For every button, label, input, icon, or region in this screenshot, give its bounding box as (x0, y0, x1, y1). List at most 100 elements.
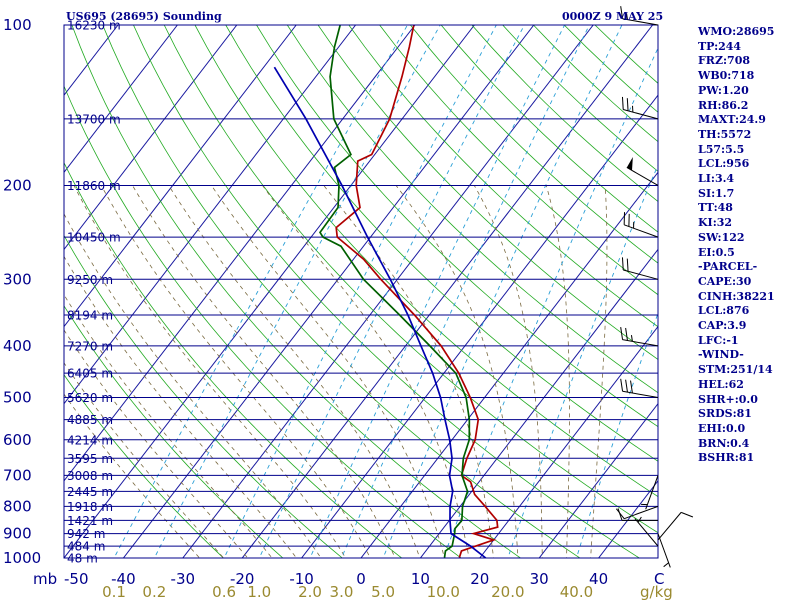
wind-barb-flag (621, 96, 624, 110)
index-item: SI:1.7 (698, 186, 735, 200)
mixing-ratio-tick-label: 0.6 (212, 583, 236, 600)
moist-adiabat-line (64, 255, 297, 558)
temperature-tick-label: -30 (171, 570, 196, 588)
temperature-tick-label: 20 (470, 570, 489, 588)
index-item: TH:5572 (698, 127, 752, 141)
wind-barb (620, 6, 659, 26)
wind-barb-staff (624, 224, 659, 238)
isotherm-line (122, 25, 535, 558)
wind-barb-flag (680, 511, 694, 518)
mixing-ratio-line (442, 47, 658, 558)
mixing-ratio-tick-label: 10.0 (427, 583, 460, 600)
index-item: SRDS:81 (698, 407, 752, 421)
mixing-ratio-line (153, 25, 441, 558)
mixing-ratio-tick-label: 1.0 (247, 583, 271, 600)
mixing-ratio-line (382, 25, 623, 558)
index-item: LCL:956 (698, 157, 750, 171)
isotherm-line (0, 25, 59, 569)
height-level-label: 16230 m (67, 19, 121, 33)
wind-barb-flag (617, 508, 623, 521)
index-item: WB0:718 (698, 69, 755, 83)
sounding-time: 0000Z 9 MAY 25 (562, 10, 664, 23)
pressure-tick-label: 600 (3, 431, 32, 449)
temperature-tick-label: 0 (356, 570, 366, 588)
dry-adiabat-line (256, 25, 658, 428)
mixing-ratio-line (340, 25, 590, 558)
wind-barb (623, 212, 659, 238)
height-level-label: 48 m (67, 552, 98, 566)
wind-barb (657, 511, 694, 541)
height-level-label: 9250 m (67, 273, 113, 287)
isotherm-line (419, 248, 658, 558)
dry-adiabat-line (64, 161, 403, 558)
wind-barb-staff (657, 533, 671, 568)
dry-adiabat-line (133, 25, 641, 558)
height-level-label: 4214 m (67, 433, 113, 447)
sounding-trace-1 (335, 25, 499, 558)
dry-adiabat-line (317, 25, 658, 360)
wind-barb-pennant (626, 157, 633, 171)
moist-adiabat-line (323, 185, 494, 558)
height-level-label: 2445 m (67, 485, 113, 499)
wind-barbs (615, 6, 694, 568)
index-item: HEL:62 (698, 377, 744, 391)
mixing-ratio-line (576, 312, 658, 558)
index-item: TT:48 (698, 201, 733, 215)
temperature-tick-label: -20 (230, 570, 255, 588)
pressure-unit-label: mb (33, 570, 57, 588)
height-level-label: 3008 m (67, 469, 113, 483)
mixing-ratio-tick-label: 3.0 (330, 583, 354, 600)
wind-barb-staff (622, 339, 659, 347)
wind-barb (634, 516, 659, 547)
index-item: STM:251/14 (698, 363, 773, 377)
stability-indices-panel: WMO:28695 TP:244 FRZ:708 WB0:718 PW:1.20 RH:8… (698, 25, 775, 466)
temperature-tick-label: 30 (530, 570, 549, 588)
pressure-tick-label: 900 (3, 525, 32, 543)
moist-adiabat-line (132, 185, 396, 558)
pressure-tick-label: 800 (3, 497, 32, 515)
height-level-label: 6405 m (67, 367, 113, 381)
mixing-ratio-tick-label: 40.0 (560, 583, 593, 600)
wind-barb-staff (624, 505, 659, 520)
height-level-label: 11860 m (67, 179, 121, 193)
height-level-label: 13700 m (67, 112, 121, 126)
moist-adiabat-line (590, 185, 608, 558)
temperature-tick-label: -10 (289, 570, 314, 588)
mixing-ratio-line (258, 25, 525, 558)
dry-adiabat-line (64, 85, 462, 558)
background-lines (0, 25, 658, 569)
dry-adiabat-line (64, 374, 225, 558)
index-item: CAPE:30 (698, 274, 752, 288)
wind-barb-flag (630, 380, 633, 394)
moist-adiabat-line (545, 185, 570, 558)
isotherm-line (538, 402, 658, 558)
pressure-tick-label: 700 (3, 466, 32, 484)
wind-barb-staff (623, 109, 659, 120)
station-title: US695 (28695) Sounding (66, 10, 222, 23)
index-item: L57:5.5 (698, 142, 745, 156)
mixing-ratio-line (113, 25, 408, 558)
moist-adiabat-line (395, 185, 519, 558)
index-item: CAP:3.9 (698, 319, 747, 333)
index-item: RH:86.2 (698, 98, 749, 112)
moist-adiabat-line (64, 213, 322, 558)
moist-adiabat-line (262, 185, 470, 558)
height-level-label: 484 m (67, 540, 105, 554)
wind-barb-half-flag (663, 562, 669, 568)
dry-adiabat-line (379, 25, 658, 296)
pressure-tick-label: 200 (3, 176, 32, 194)
temperature-unit-label: C (654, 570, 664, 588)
isotherm-line (64, 25, 416, 482)
wind-barb-staff (634, 518, 659, 547)
index-item: PW:1.20 (698, 83, 749, 97)
wind-barb-flag (625, 327, 628, 341)
index-item: LFC:-1 (698, 333, 739, 347)
isotherm-line (64, 25, 475, 558)
mixing-ratio-line (507, 163, 658, 558)
moist-adiabat-line (100, 185, 371, 558)
wind-barb-half-flag (637, 516, 642, 523)
wind-barb (617, 508, 658, 521)
isotherm-line (64, 25, 357, 405)
height-level-label: 10450 m (67, 231, 121, 245)
temperature-tick-label: 10 (411, 570, 430, 588)
